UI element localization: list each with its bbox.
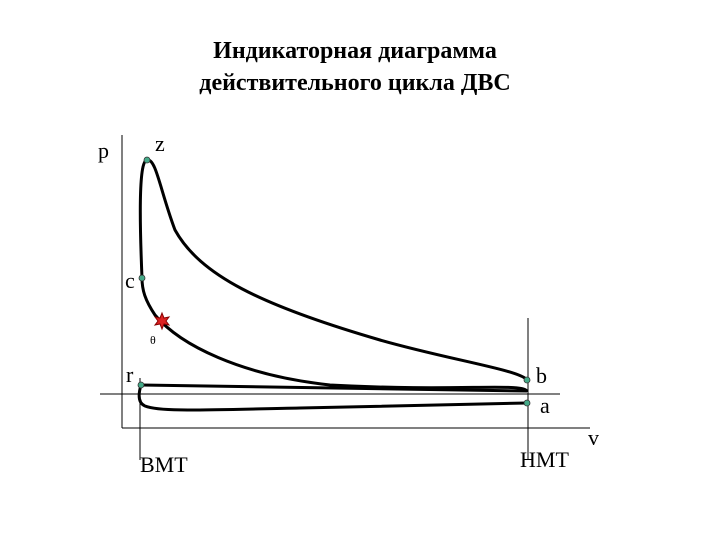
label: r [126, 362, 134, 387]
label: v [588, 425, 599, 450]
label: b [536, 363, 547, 388]
label: ВМТ [140, 452, 188, 477]
label: p [98, 138, 109, 163]
label: НМТ [520, 447, 569, 472]
label: a [540, 393, 550, 418]
label: θ [150, 333, 156, 347]
label: c [125, 268, 135, 293]
axes [100, 135, 590, 460]
points [137, 156, 531, 407]
theta-point [153, 311, 171, 331]
title: действительного цикла ДВС [199, 70, 510, 96]
cycle-curve [137, 158, 529, 412]
label: z [155, 131, 165, 156]
title: Индикаторная диаграмма [213, 38, 497, 64]
